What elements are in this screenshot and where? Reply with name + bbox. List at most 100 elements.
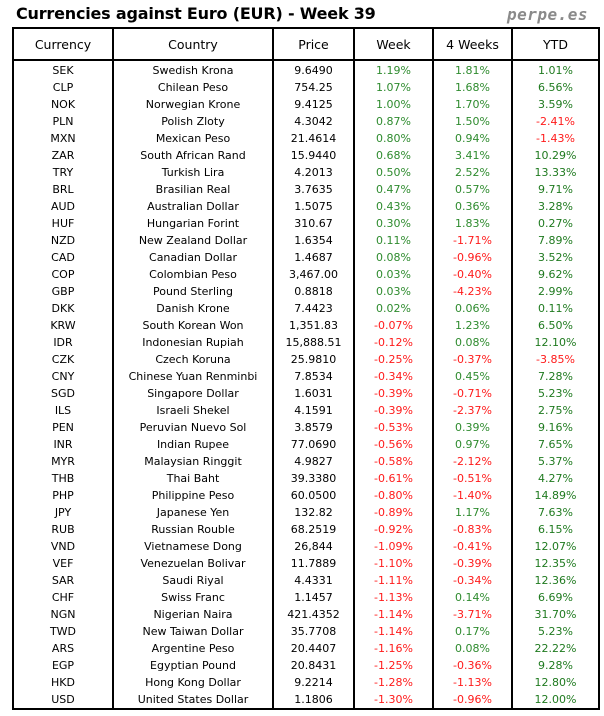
4weeks-change: 1.81% (432, 60, 513, 79)
table-row: GBP Pound Sterling 0.8818 0.03% -4.23% 2.99% (12, 283, 600, 300)
week-change: -0.12% (353, 334, 434, 351)
ytd-change: 7.28% (511, 368, 600, 385)
4weeks-change: 0.36% (432, 198, 513, 215)
4weeks-change: 0.97% (432, 436, 513, 453)
table-row: PEN Peruvian Nuevo Sol 3.8579 -0.53% 0.39% 9.… (12, 419, 600, 436)
price: 4.1591 (272, 402, 355, 419)
4weeks-change: -1.71% (432, 232, 513, 249)
table-row: ARS Argentine Peso 20.4407 -1.16% 0.08% 22.22… (12, 640, 600, 657)
4weeks-change: 3.41% (432, 147, 513, 164)
currency-code: ARS (12, 640, 114, 657)
price: 4.3042 (272, 113, 355, 130)
currency-code: NGN (12, 606, 114, 623)
currency-code: NZD (12, 232, 114, 249)
currency-code: CAD (12, 249, 114, 266)
ytd-change: 7.65% (511, 436, 600, 453)
currency-code: MYR (12, 453, 114, 470)
ytd-change: 7.89% (511, 232, 600, 249)
table-row: CZK Czech Koruna 25.9810 -0.25% -0.37% -3.85% (12, 351, 600, 368)
price: 39.3380 (272, 470, 355, 487)
ytd-change: 6.56% (511, 79, 600, 96)
4weeks-change: 2.52% (432, 164, 513, 181)
table-row: ILS Israeli Shekel 4.1591 -0.39% -2.37% 2.75% (12, 402, 600, 419)
4weeks-change: -0.71% (432, 385, 513, 402)
table-row: PLN Polish Zloty 4.3042 0.87% 1.50% -2.41% (12, 113, 600, 130)
table-row: COP Colombian Peso 3,467.00 0.03% -0.40% 9.62… (12, 266, 600, 283)
price: 1.4687 (272, 249, 355, 266)
country-name: Chilean Peso (112, 79, 274, 96)
page-title: Currencies against Euro (EUR) - Week 39 (16, 4, 376, 23)
ytd-change: 10.29% (511, 147, 600, 164)
ytd-change: 22.22% (511, 640, 600, 657)
4weeks-change: 1.17% (432, 504, 513, 521)
price: 60.0500 (272, 487, 355, 504)
week-change: -0.92% (353, 521, 434, 538)
price: 15,888.51 (272, 334, 355, 351)
table-row: RUB Russian Rouble 68.2519 -0.92% -0.83% 6.15… (12, 521, 600, 538)
ytd-change: 9.28% (511, 657, 600, 674)
country-name: Peruvian Nuevo Sol (112, 419, 274, 436)
price: 9.4125 (272, 96, 355, 113)
price: 4.2013 (272, 164, 355, 181)
header-week: Week (353, 27, 434, 61)
table-row: MXN Mexican Peso 21.4614 0.80% 0.94% -1.43% (12, 130, 600, 147)
currency-code: IDR (12, 334, 114, 351)
4weeks-change: 0.39% (432, 419, 513, 436)
ytd-change: 12.00% (511, 691, 600, 709)
price: 132.82 (272, 504, 355, 521)
table-row: IDR Indonesian Rupiah 15,888.51 -0.12% 0.08%… (12, 334, 600, 351)
currency-code: VND (12, 538, 114, 555)
table-row: SEK Swedish Krona 9.6490 1.19% 1.81% 1.01% (12, 60, 600, 79)
ytd-change: 7.63% (511, 504, 600, 521)
country-name: Australian Dollar (112, 198, 274, 215)
country-name: Swiss Franc (112, 589, 274, 606)
country-name: Danish Krone (112, 300, 274, 317)
ytd-change: 6.15% (511, 521, 600, 538)
country-name: Venezuelan Bolivar (112, 555, 274, 572)
country-name: Argentine Peso (112, 640, 274, 657)
ytd-change: 31.70% (511, 606, 600, 623)
country-name: United States Dollar (112, 691, 274, 709)
week-change: -0.07% (353, 317, 434, 334)
week-change: -1.09% (353, 538, 434, 555)
table-row: DKK Danish Krone 7.4423 0.02% 0.06% 0.11% (12, 300, 600, 317)
country-name: Malaysian Ringgit (112, 453, 274, 470)
currency-code: PLN (12, 113, 114, 130)
week-change: -0.39% (353, 385, 434, 402)
currency-code: TRY (12, 164, 114, 181)
table-row: AUD Australian Dollar 1.5075 0.43% 0.36% 3.28… (12, 198, 600, 215)
4weeks-change: 0.45% (432, 368, 513, 385)
country-name: Vietnamese Dong (112, 538, 274, 555)
week-change: -0.39% (353, 402, 434, 419)
4weeks-change: 1.23% (432, 317, 513, 334)
country-name: Canadian Dollar (112, 249, 274, 266)
week-change: -0.89% (353, 504, 434, 521)
4weeks-change: 1.70% (432, 96, 513, 113)
ytd-change: 2.99% (511, 283, 600, 300)
country-name: Colombian Peso (112, 266, 274, 283)
currency-code: EGP (12, 657, 114, 674)
country-name: Indian Rupee (112, 436, 274, 453)
country-name: Singapore Dollar (112, 385, 274, 402)
header-4weeks: 4 Weeks (432, 27, 513, 61)
header-row: Currency Country Price Week 4 Weeks YTD (12, 27, 600, 61)
4weeks-change: 0.08% (432, 640, 513, 657)
4weeks-change: -4.23% (432, 283, 513, 300)
header-price: Price (272, 27, 355, 61)
ytd-change: 5.23% (511, 385, 600, 402)
week-change: 0.02% (353, 300, 434, 317)
header-ytd: YTD (511, 27, 600, 61)
price: 3.7635 (272, 181, 355, 198)
ytd-change: 4.27% (511, 470, 600, 487)
4weeks-change: -0.83% (432, 521, 513, 538)
4weeks-change: 1.68% (432, 79, 513, 96)
ytd-change: 1.01% (511, 60, 600, 79)
price: 3.8579 (272, 419, 355, 436)
currency-code: CNY (12, 368, 114, 385)
table-row: USD United States Dollar 1.1806 -1.30% -0.96… (12, 691, 600, 709)
currency-table: Currency Country Price Week 4 Weeks YTD … (12, 27, 600, 710)
ytd-change: 3.59% (511, 96, 600, 113)
week-change: -0.25% (353, 351, 434, 368)
table-row: SAR Saudi Riyal 4.4331 -1.11% -0.34% 12.36% (12, 572, 600, 589)
country-name: Philippine Peso (112, 487, 274, 504)
